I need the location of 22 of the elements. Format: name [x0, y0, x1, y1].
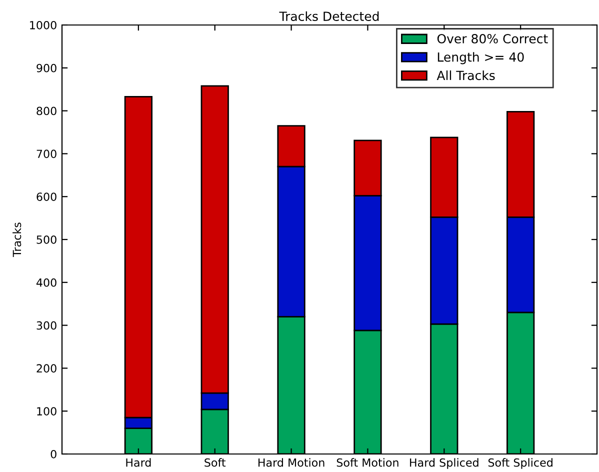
legend-label: Over 80% Correct [437, 34, 548, 44]
x-tick-label: Soft Motion [336, 458, 398, 467]
y-tick-label: 600 [36, 192, 56, 201]
legend-label: Length >= 40 [438, 52, 524, 64]
y-tick-label: 400 [36, 278, 56, 287]
y-tick-label: 500 [36, 235, 56, 244]
y-tick-label: 800 [36, 106, 56, 116]
x-tick-label: Hard Motion [258, 458, 324, 467]
y-tick-label: 100 [37, 407, 56, 416]
y-tick-label: 200 [36, 364, 56, 373]
y-tick-label: 1000 [30, 20, 56, 30]
x-tick-label: Hard Spliced [410, 458, 478, 469]
y-tick-label: 0 [50, 450, 56, 458]
y-tick-label: 900 [36, 64, 56, 72]
y-tick-label: 300 [36, 321, 56, 330]
x-tick-label: Hard [126, 458, 151, 467]
x-tick-label: Soft Spliced [488, 458, 552, 469]
legend-label: All Tracks [436, 70, 495, 80]
y-tick-label: 700 [36, 150, 56, 158]
x-tick-label: Soft [204, 458, 226, 467]
y-axis-title: Tracks [12, 222, 22, 257]
chart-title: Tracks Detected [279, 11, 379, 22]
